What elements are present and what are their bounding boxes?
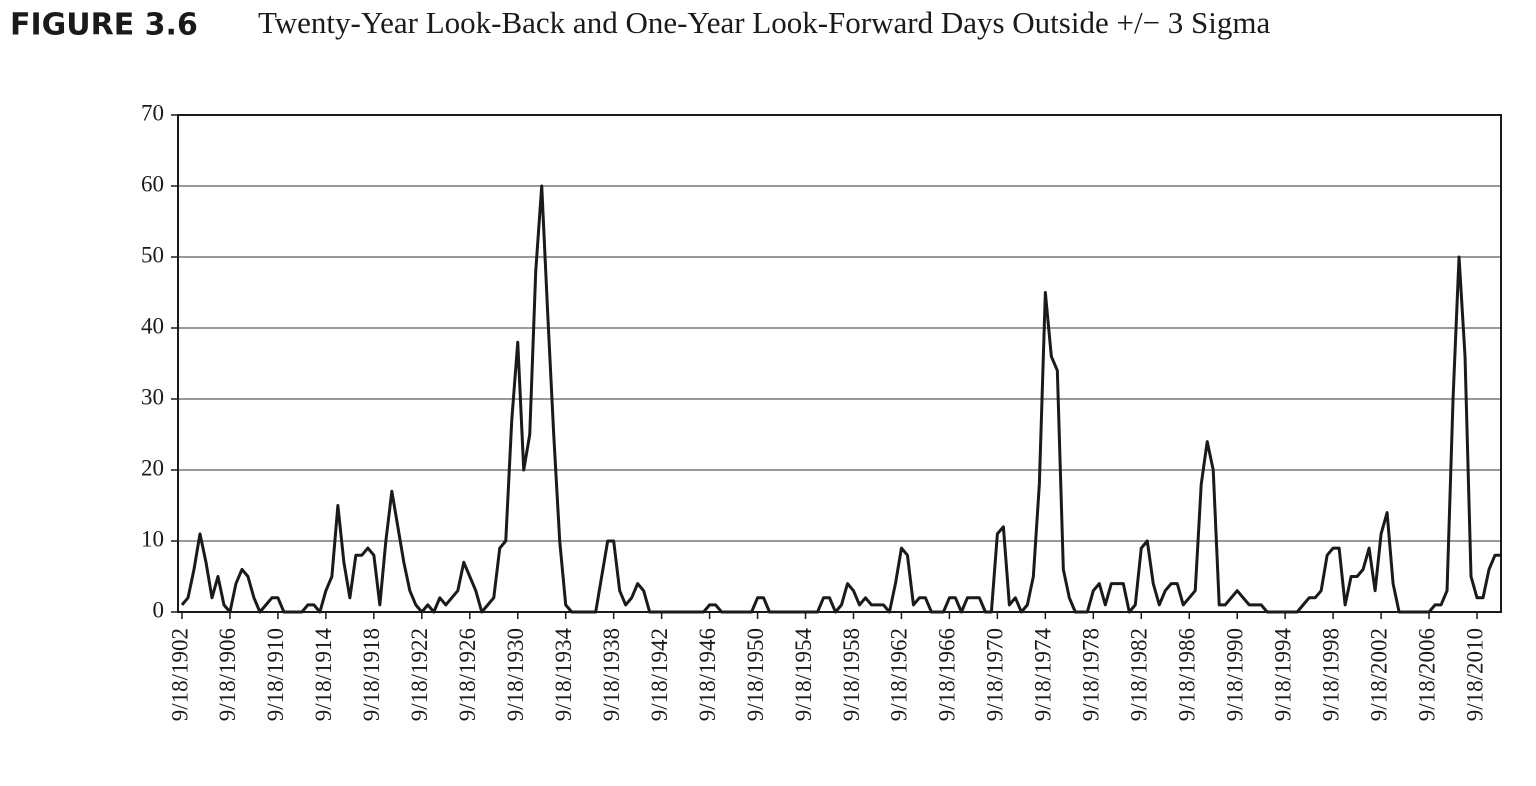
x-tick-label: 9/18/1922 [407, 628, 432, 721]
x-tick-label: 9/18/1918 [359, 628, 384, 721]
x-tick-label: 9/18/1934 [551, 628, 576, 722]
x-tick-label: 9/18/1914 [311, 628, 336, 722]
x-tick-label: 9/18/1958 [839, 628, 864, 721]
y-tick-label: 60 [141, 171, 164, 196]
y-tick-label: 20 [141, 455, 164, 480]
y-tick-label: 10 [141, 526, 164, 551]
x-tick-label: 9/18/1938 [599, 628, 624, 721]
x-tick-label: 9/18/1950 [743, 628, 768, 721]
x-tick-label: 9/18/2010 [1462, 628, 1487, 721]
x-tick-label: 9/18/2002 [1366, 628, 1391, 721]
x-tick-label: 9/18/1962 [887, 628, 912, 721]
x-tick-label: 9/18/1902 [167, 628, 192, 721]
y-tick-label: 50 [141, 242, 164, 267]
x-tick-label: 9/18/1994 [1270, 628, 1295, 722]
x-tick-label: 9/18/1982 [1127, 628, 1152, 721]
x-tick-label: 9/18/1974 [1031, 628, 1056, 722]
x-tick-label: 9/18/2006 [1414, 628, 1439, 721]
x-tick-label: 9/18/1946 [695, 628, 720, 721]
x-tick-label: 9/18/1986 [1175, 628, 1200, 721]
y-tick-label: 70 [141, 100, 164, 125]
x-tick-label: 9/18/1926 [455, 628, 480, 721]
x-tick-label: 9/18/1942 [647, 628, 672, 721]
x-tick-label: 9/18/1966 [935, 628, 960, 721]
y-tick-label: 30 [141, 384, 164, 409]
chart-title: Twenty-Year Look-Back and One-Year Look-… [258, 5, 1271, 40]
x-tick-label: 9/18/1954 [791, 628, 816, 722]
x-tick-label: 9/18/1990 [1222, 628, 1247, 721]
x-tick-label: 9/18/1970 [983, 628, 1008, 721]
figure-label: FIGURE 3.6 [10, 8, 198, 43]
x-tick-label: 9/18/1910 [263, 628, 288, 721]
data-line [180, 184, 1501, 614]
x-tick-label: 9/18/1930 [503, 628, 528, 721]
x-tick-label: 9/18/1906 [215, 628, 240, 721]
y-tick-label: 0 [153, 597, 165, 622]
x-tick-label: 9/18/1978 [1079, 628, 1104, 721]
x-tick-label: 9/18/1998 [1318, 628, 1343, 721]
y-tick-label: 40 [141, 313, 164, 338]
plot-frame [177, 114, 1502, 613]
